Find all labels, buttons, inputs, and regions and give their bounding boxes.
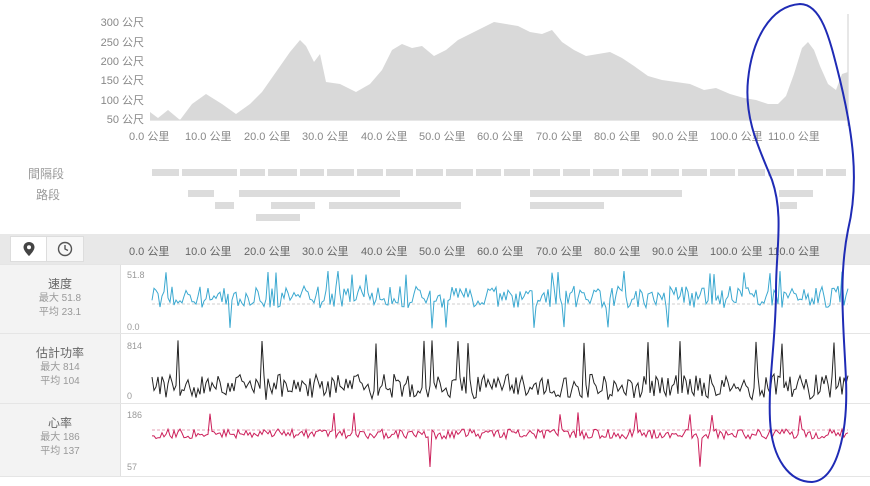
interval-bar[interactable]: [738, 169, 765, 176]
elevation-x-label: 100.0 公里: [710, 131, 763, 143]
interval-bar[interactable]: [797, 169, 823, 176]
interval-bar[interactable]: [446, 169, 473, 176]
axis-x-label: 30.0 公里: [302, 246, 349, 258]
interval-bar[interactable]: [327, 169, 354, 176]
speed-top-value: 51.8: [127, 270, 145, 280]
interval-bar[interactable]: [593, 169, 619, 176]
interval-bar[interactable]: [476, 169, 501, 176]
speed-bottom-value: 0.0: [127, 322, 140, 332]
axis-x-label: 0.0 公里: [129, 246, 170, 258]
row-divider: [0, 333, 870, 334]
clock-icon: [57, 241, 73, 257]
axis-x-label: 50.0 公里: [419, 246, 466, 258]
axis-x-label: 10.0 公里: [185, 246, 232, 258]
interval-bar[interactable]: [622, 169, 648, 176]
map-pin-icon: [23, 242, 35, 256]
lap-label: 路段: [35, 188, 60, 202]
axis-x-label: 40.0 公里: [361, 246, 408, 258]
axis-x-label: 110.0 公里: [768, 246, 820, 258]
elevation-x-label: 80.0 公里: [594, 131, 641, 143]
elevation-x-label: 20.0 公里: [244, 131, 291, 143]
speed-chart[interactable]: [0, 265, 870, 333]
interval-bar[interactable]: [386, 169, 413, 176]
speed-sidebar: 速度 最大 51.8 平均 23.1: [0, 265, 121, 333]
power-title: 估計功率: [35, 346, 84, 360]
interval-bar[interactable]: [240, 169, 265, 176]
power-max: 最大 814: [40, 362, 80, 373]
elevation-x-label: 70.0 公里: [536, 131, 583, 143]
lap-bar[interactable]: [188, 190, 214, 197]
interval-bar[interactable]: [300, 169, 324, 176]
heart-rate-chart[interactable]: [0, 404, 870, 476]
elevation-x-label: 40.0 公里: [361, 131, 408, 143]
elevation-y-label: 250 公尺: [100, 37, 144, 49]
interval-bar[interactable]: [357, 169, 383, 176]
elevation-x-label: 0.0 公里: [129, 131, 170, 143]
interval-bar[interactable]: [182, 169, 237, 176]
speed-title: 速度: [47, 277, 72, 291]
elevation-y-label: 300 公尺: [100, 17, 144, 29]
elevation-x-label: 90.0 公里: [652, 131, 699, 143]
row-divider: [0, 403, 870, 404]
power-top-value: 814: [127, 341, 143, 351]
lap-bar[interactable]: [779, 190, 813, 197]
row-divider: [0, 264, 870, 265]
interval-bar[interactable]: [268, 169, 297, 176]
interval-bar[interactable]: [416, 169, 443, 176]
speed-max: 最大 51.8: [38, 293, 82, 304]
lap-bar[interactable]: [780, 202, 797, 209]
distance-axis-button[interactable]: [10, 236, 48, 262]
speed-avg: 平均 23.1: [38, 307, 82, 318]
axis-x-label: 70.0 公里: [536, 246, 583, 258]
interval-bar[interactable]: [504, 169, 530, 176]
elevation-x-label: 10.0 公里: [185, 131, 232, 143]
interval-bar[interactable]: [152, 169, 179, 176]
axis-x-label: 60.0 公里: [477, 246, 524, 258]
elevation-y-label: 150 公尺: [100, 75, 144, 87]
elevation-x-label: 110.0 公里: [768, 131, 820, 143]
chart-toolbar: 0.0 公里 10.0 公里 20.0 公里 30.0 公里 40.0 公里 5…: [0, 234, 870, 264]
interval-bar[interactable]: [826, 169, 846, 176]
heart-rate-sidebar: 心率 最大 186 平均 137: [0, 404, 121, 476]
interval-bar[interactable]: [563, 169, 590, 176]
power-chart[interactable]: [0, 334, 870, 403]
axis-x-label: 80.0 公里: [594, 246, 641, 258]
heart-rate-title: 心率: [47, 416, 72, 430]
axis-x-label: 20.0 公里: [244, 246, 291, 258]
power-bottom-value: 0: [127, 391, 133, 401]
lap-bar[interactable]: [239, 190, 400, 197]
interval-bar[interactable]: [651, 169, 679, 176]
elevation-x-label: 60.0 公里: [477, 131, 524, 143]
heart-rate-top-value: 186: [127, 410, 143, 420]
lap-bar[interactable]: [215, 202, 234, 209]
lap-bar[interactable]: [530, 190, 682, 197]
elevation-chart: 300 公尺 250 公尺 200 公尺 150 公尺 100 公尺 50 公尺…: [0, 0, 870, 150]
elevation-y-label: 50 公尺: [106, 114, 144, 126]
row-divider: [0, 476, 870, 477]
interval-bar[interactable]: [682, 169, 707, 176]
lap-bar[interactable]: [329, 202, 461, 209]
elevation-y-label: 100 公尺: [100, 95, 144, 107]
elevation-y-label: 200 公尺: [100, 56, 144, 68]
lap-bar[interactable]: [530, 202, 604, 209]
power-avg: 平均 104: [40, 376, 80, 387]
time-axis-button[interactable]: [46, 236, 84, 262]
axis-x-label: 90.0 公里: [652, 246, 699, 258]
heart-rate-max: 最大 186: [40, 432, 80, 443]
power-sidebar: 估計功率 最大 814 平均 104: [0, 334, 121, 403]
interval-bar[interactable]: [533, 169, 560, 176]
elevation-x-label: 50.0 公里: [419, 131, 466, 143]
lap-bar[interactable]: [271, 202, 315, 209]
lap-bar[interactable]: [256, 214, 300, 221]
heart-rate-bottom-value: 57: [127, 462, 138, 472]
interval-bar[interactable]: [768, 169, 794, 176]
interval-label: 間隔段: [27, 167, 64, 181]
interval-bar[interactable]: [710, 169, 735, 176]
axis-x-label: 100.0 公里: [710, 246, 763, 258]
elevation-x-label: 30.0 公里: [302, 131, 349, 143]
heart-rate-avg: 平均 137: [40, 446, 80, 457]
